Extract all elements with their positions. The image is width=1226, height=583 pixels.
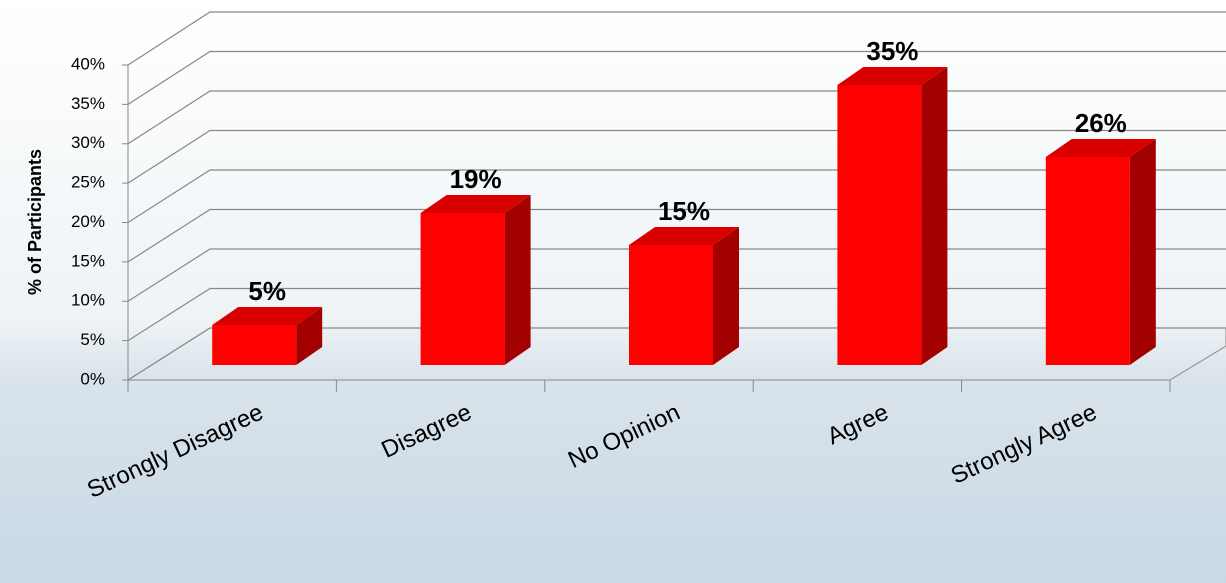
y-tick-label: 25% — [71, 173, 105, 192]
bar-front — [1045, 157, 1130, 365]
bar-top — [837, 67, 948, 85]
bar — [212, 307, 323, 365]
y-tick-label: 15% — [71, 251, 105, 270]
bar-front — [420, 213, 505, 365]
bar-side — [1129, 139, 1156, 365]
value-label: 15% — [658, 196, 710, 226]
y-tick-label: 5% — [80, 330, 105, 349]
bar-side — [504, 195, 531, 365]
y-axis-label: % of Participants — [25, 149, 45, 295]
bar-top — [212, 307, 323, 325]
bar — [629, 227, 739, 365]
value-label: 35% — [866, 36, 918, 66]
bar-side — [713, 227, 739, 365]
bar-side — [921, 67, 948, 365]
bar-top — [420, 195, 531, 213]
bar — [1045, 139, 1156, 365]
bar-top — [1045, 139, 1156, 157]
bar-side — [296, 307, 323, 365]
value-label: 19% — [450, 164, 502, 194]
y-tick-label: 10% — [71, 291, 105, 310]
y-tick-label: 0% — [80, 369, 105, 388]
y-tick-label: 35% — [71, 94, 105, 113]
bar-top — [629, 227, 739, 245]
bar-front — [629, 245, 713, 365]
grid-line — [127, 50, 1226, 105]
y-tick-label: 30% — [71, 133, 105, 152]
value-label: 5% — [248, 276, 286, 306]
value-label: 26% — [1075, 108, 1127, 138]
y-tick-label: 20% — [71, 212, 105, 231]
bar-front — [212, 325, 297, 365]
bar — [420, 195, 531, 365]
grid-line — [127, 11, 1226, 66]
bar-front — [837, 85, 922, 365]
bar — [837, 67, 948, 365]
y-tick-label: 40% — [71, 54, 105, 73]
